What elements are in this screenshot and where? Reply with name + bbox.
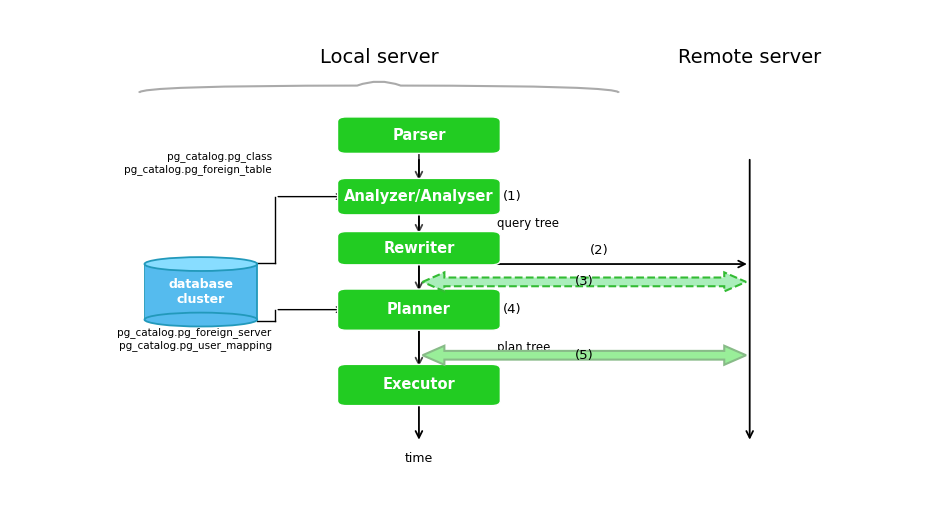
Ellipse shape — [144, 313, 257, 327]
Text: Parser: Parser — [392, 128, 446, 143]
Text: Executor: Executor — [383, 377, 455, 392]
Bar — [144, 264, 257, 319]
Ellipse shape — [144, 257, 257, 271]
Text: (2): (2) — [589, 244, 608, 257]
Text: (3): (3) — [575, 276, 594, 288]
Text: Rewriter: Rewriter — [384, 241, 455, 255]
Text: Local server: Local server — [320, 47, 438, 66]
Polygon shape — [422, 346, 746, 365]
FancyBboxPatch shape — [338, 117, 500, 153]
Text: (1): (1) — [503, 190, 522, 203]
Text: plan tree: plan tree — [497, 341, 551, 354]
Text: (4): (4) — [503, 303, 522, 316]
Text: pg_catalog.pg_class
pg_catalog.pg_foreign_table: pg_catalog.pg_class pg_catalog.pg_foreig… — [124, 151, 272, 175]
Text: Analyzer/Analyser: Analyzer/Analyser — [344, 189, 493, 204]
Text: pg_catalog.pg_foreign_server
pg_catalog.pg_user_mapping: pg_catalog.pg_foreign_server pg_catalog.… — [117, 328, 272, 351]
Text: Remote server: Remote server — [678, 47, 822, 66]
Text: time: time — [405, 452, 433, 466]
Text: query tree: query tree — [497, 217, 559, 230]
Text: Planner: Planner — [387, 302, 451, 317]
FancyBboxPatch shape — [338, 289, 500, 330]
FancyBboxPatch shape — [338, 365, 500, 406]
FancyBboxPatch shape — [338, 232, 500, 265]
Polygon shape — [422, 272, 746, 291]
Bar — [145, 264, 256, 319]
Text: (5): (5) — [575, 349, 594, 362]
FancyBboxPatch shape — [338, 178, 500, 215]
Text: database
cluster: database cluster — [168, 278, 234, 306]
